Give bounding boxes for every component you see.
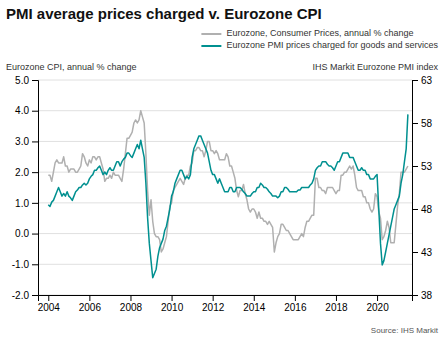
title: PMI average prices charged v. Eurozone C… xyxy=(6,5,322,22)
y2-axis: 38 43 48 53 58 63 xyxy=(412,75,433,301)
grid-line xyxy=(38,264,412,265)
axis-line xyxy=(413,81,419,296)
y-axis-label: Eurozone CPI, annual % change xyxy=(6,62,137,72)
tick-label: 4.0 xyxy=(15,105,29,116)
axis-line xyxy=(39,296,413,302)
tick: 58 xyxy=(412,118,433,129)
tick: 4.0 xyxy=(15,105,38,116)
legend-swatch xyxy=(201,45,221,47)
legend: Eurozone, Consumer Prices, annual % chan… xyxy=(201,28,438,50)
plot-area: 2004 2006 2008 2010 2012 2014 2016 2018 2020 -2.0… xyxy=(12,75,433,313)
tick-mark xyxy=(172,295,173,301)
tick-label: 53 xyxy=(421,161,433,172)
tick-label: 38 xyxy=(421,290,433,301)
tick-label: 1.0 xyxy=(15,198,29,209)
annotation: Source: IHS Markit xyxy=(371,326,439,335)
tick-mark xyxy=(213,295,214,301)
tick-label: 2010 xyxy=(161,302,184,313)
tick: 38 xyxy=(412,290,433,301)
tick: 2018 xyxy=(325,295,348,313)
tick: 3.0 xyxy=(15,136,38,147)
grid-line xyxy=(38,233,412,234)
x-axis: 2004 2006 2008 2010 2012 2014 2016 2018 2020 xyxy=(38,295,413,313)
tick-mark xyxy=(32,234,38,235)
tick: 2006 xyxy=(79,295,102,313)
tick: 2.0 xyxy=(15,167,38,178)
chart: 2004 2006 2008 2010 2012 2014 2016 2018 2020 -2.0… xyxy=(0,0,444,337)
grid-line xyxy=(38,110,412,111)
legend-item: Eurozone, Consumer Prices, annual % chan… xyxy=(201,28,413,38)
tick-mark xyxy=(32,80,38,81)
tick-mark xyxy=(412,209,418,210)
tick-label: 2014 xyxy=(243,302,266,313)
tick-label: 2018 xyxy=(325,302,348,313)
tick-label: 2008 xyxy=(120,302,143,313)
tick: -1.0 xyxy=(12,259,38,270)
tick-mark xyxy=(89,295,90,301)
legend-swatch xyxy=(201,33,221,35)
series-line xyxy=(48,114,408,277)
tick-mark xyxy=(130,295,131,301)
tick-mark xyxy=(32,111,38,112)
grid xyxy=(38,80,412,295)
tick: 2020 xyxy=(366,295,389,313)
tick-label: 5.0 xyxy=(15,75,29,86)
tick-label: 0.0 xyxy=(15,228,29,239)
tick-mark xyxy=(377,295,378,301)
tick: 5.0 xyxy=(15,75,38,86)
axis-line xyxy=(32,81,39,296)
legend-item: Eurozone PMI prices charged for goods an… xyxy=(201,40,438,50)
tick-mark xyxy=(32,141,38,142)
tick-label: 2004 xyxy=(38,302,61,313)
lines xyxy=(48,111,408,278)
tick: 1.0 xyxy=(15,198,38,209)
tick-label: -1.0 xyxy=(12,259,30,270)
tick: 2010 xyxy=(161,295,184,313)
tick: 48 xyxy=(412,204,433,215)
tick-label: 63 xyxy=(421,75,433,86)
tick-label: 2020 xyxy=(366,302,389,313)
y2-axis-label: IHS Markit Eurozone PMI index xyxy=(312,62,438,72)
tick-mark xyxy=(32,203,38,204)
tick: 2004 xyxy=(38,295,61,313)
tick-mark xyxy=(412,80,418,81)
tick-mark xyxy=(32,172,38,173)
legend-label: Eurozone PMI prices charged for goods an… xyxy=(226,40,438,50)
tick-mark xyxy=(412,166,418,167)
tick-mark xyxy=(412,123,418,124)
tick: 43 xyxy=(412,247,433,258)
tick-label: 48 xyxy=(421,204,433,215)
tick-label: 58 xyxy=(421,118,433,129)
tick-mark xyxy=(295,295,296,301)
grid-line xyxy=(38,80,412,81)
tick: 63 xyxy=(412,75,433,86)
tick-label: 2016 xyxy=(284,302,307,313)
tick: 53 xyxy=(412,161,433,172)
tick: -2.0 xyxy=(12,290,38,301)
tick: 2012 xyxy=(202,295,225,313)
y-axis: -2.0 -1.0 0.0 1.0 2.0 3.0 4.0 5.0 xyxy=(12,75,39,301)
tick-mark xyxy=(412,295,418,296)
tick: 0.0 xyxy=(15,228,38,239)
tick-mark xyxy=(336,295,337,301)
tick-label: 43 xyxy=(421,247,433,258)
tick-label: 2006 xyxy=(79,302,102,313)
grid-line xyxy=(38,202,412,203)
tick-mark xyxy=(32,295,38,296)
tick: 2008 xyxy=(120,295,143,313)
tick-mark xyxy=(32,264,38,265)
tick-label: -2.0 xyxy=(12,290,30,301)
tick-label: 3.0 xyxy=(15,136,29,147)
tick-label: 2.0 xyxy=(15,167,29,178)
tick-label: 2012 xyxy=(202,302,225,313)
tick: 2014 xyxy=(243,295,266,313)
grid-line xyxy=(38,141,412,142)
legend-label: Eurozone, Consumer Prices, annual % chan… xyxy=(226,28,413,38)
series-line xyxy=(48,111,408,252)
tick-mark xyxy=(412,252,418,253)
tick: 2016 xyxy=(284,295,307,313)
tick-mark xyxy=(254,295,255,301)
tick-mark xyxy=(48,295,49,301)
